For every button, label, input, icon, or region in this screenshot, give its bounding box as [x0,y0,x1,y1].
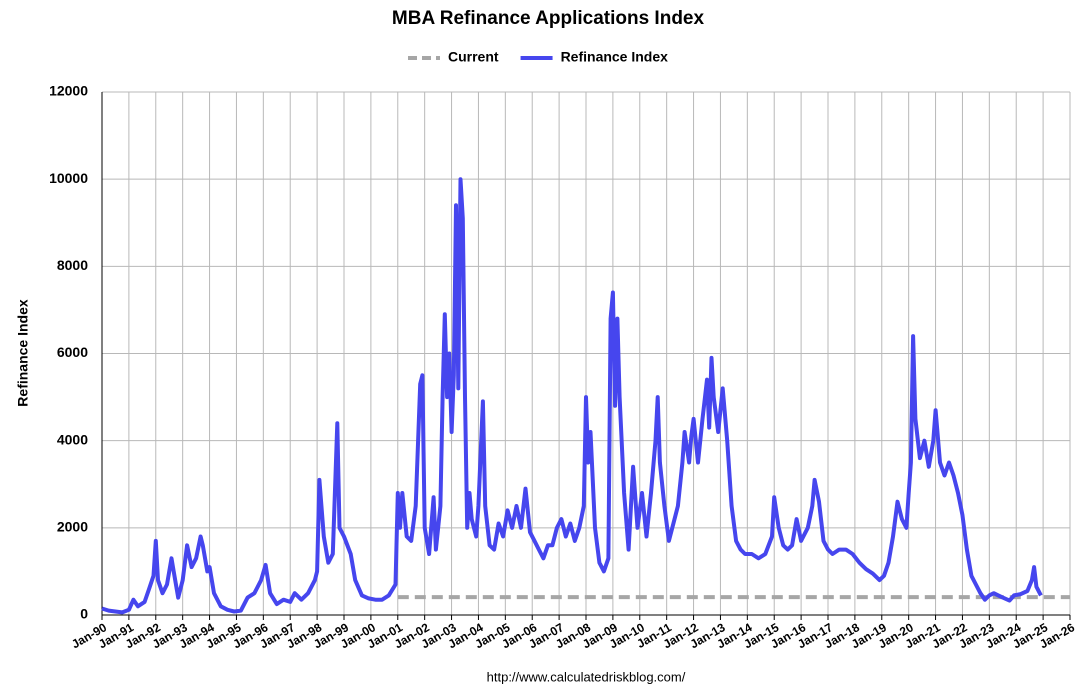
legend-label: Refinance Index [561,49,669,65]
y-tick-label: 12000 [49,83,88,99]
y-tick-label: 2000 [57,519,88,535]
line-series [101,177,1043,615]
y-axis-title: Refinance Index [15,299,31,407]
y-tick-label: 8000 [57,257,88,273]
legend-label: Current [448,49,499,65]
source: http://www.calculatedriskblog.com/ [487,669,686,684]
y-tick-label: 0 [80,606,88,622]
chart-title: MBA Refinance Applications Index [392,8,705,29]
legend: Current Refinance Index [408,49,668,65]
y-tick-label: 4000 [57,431,88,447]
y-tick-label: 6000 [57,344,88,360]
y-tick-label: 10000 [49,170,88,186]
